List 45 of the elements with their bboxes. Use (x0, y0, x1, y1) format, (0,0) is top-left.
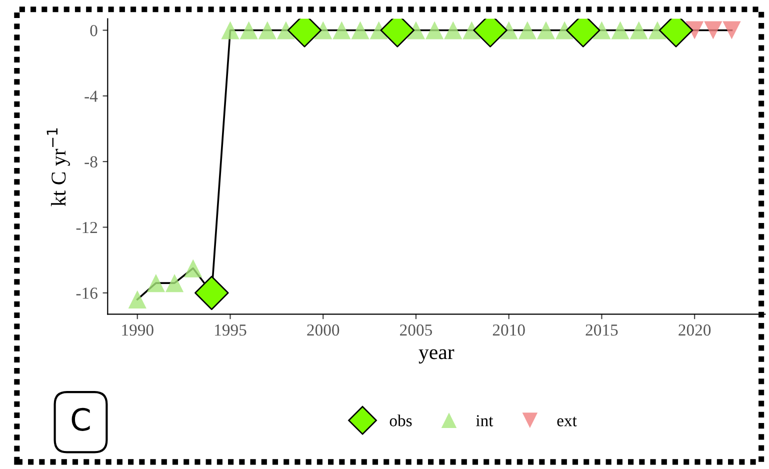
x-tick-label: 2015 (586, 324, 618, 336)
x-tick-label: 1995 (215, 324, 246, 336)
text: C (72, 408, 90, 431)
point (648, 21, 666, 40)
point (221, 21, 240, 40)
point (611, 21, 630, 40)
y-axis-title: kt C yr$^{−1}$ (46, 128, 70, 206)
legend-label: obs (390, 414, 412, 426)
point (258, 21, 276, 40)
point (536, 21, 556, 40)
point (704, 21, 722, 40)
point (722, 21, 741, 40)
point (518, 21, 536, 40)
point (165, 274, 184, 292)
point (276, 21, 296, 40)
point (406, 21, 426, 40)
point (444, 21, 462, 40)
x-axis-title: year (418, 349, 454, 364)
point (370, 21, 388, 40)
point (351, 21, 370, 40)
y-tick-label: -8 (84, 156, 98, 168)
point (630, 21, 648, 40)
point (500, 21, 518, 40)
x-tick-label: 2020 (678, 324, 711, 336)
point (332, 21, 351, 40)
point (314, 21, 332, 40)
y-tick-label: -4 (84, 90, 98, 102)
x-tick-label: 2010 (492, 324, 525, 336)
x-tick-label: 1990 (122, 324, 154, 336)
y-tick-label: 0 (90, 24, 98, 36)
y-tick-label: -16 (76, 288, 98, 299)
point (184, 259, 202, 278)
point (592, 21, 611, 40)
point (240, 21, 258, 40)
legend-label: ext (557, 416, 577, 426)
legend-label: int (476, 415, 494, 426)
y-tick-label: -12 (76, 222, 98, 234)
point (425, 21, 444, 40)
x-tick-label: 2000 (307, 324, 340, 336)
x-tick-label: 2005 (400, 324, 432, 336)
point (146, 274, 166, 292)
point (128, 290, 146, 309)
point (462, 21, 481, 40)
point (194, 276, 229, 310)
point (686, 21, 704, 40)
